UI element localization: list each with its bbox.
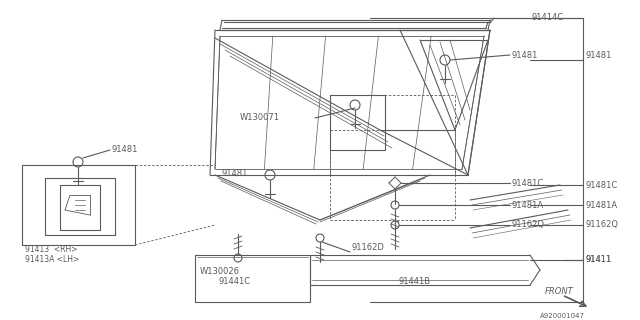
Text: 91413A <LH>: 91413A <LH> [25,255,79,265]
Text: W130071: W130071 [240,114,280,123]
Text: 91481A: 91481A [512,201,544,210]
Text: 91414C: 91414C [532,13,564,22]
Text: 91162D: 91162D [352,244,385,252]
Text: 91441C: 91441C [219,277,251,286]
Text: 91481C: 91481C [512,179,544,188]
Text: 91441B: 91441B [399,277,431,286]
Text: 91481C: 91481C [585,180,617,189]
Text: 91481: 91481 [585,51,611,60]
Text: 91481: 91481 [112,146,138,155]
Text: 91481: 91481 [512,51,538,60]
Text: FRONT: FRONT [545,287,573,297]
Text: W130026: W130026 [200,268,240,276]
Text: 91162Q: 91162Q [512,220,545,229]
Text: 91411: 91411 [585,255,611,265]
Text: 91411: 91411 [585,255,611,265]
Text: 91162Q: 91162Q [585,220,618,229]
Text: A920001047: A920001047 [540,313,585,319]
Text: 91481A: 91481A [585,201,617,210]
Text: 91481: 91481 [222,169,248,178]
Text: 91413  <RH>: 91413 <RH> [25,245,77,254]
